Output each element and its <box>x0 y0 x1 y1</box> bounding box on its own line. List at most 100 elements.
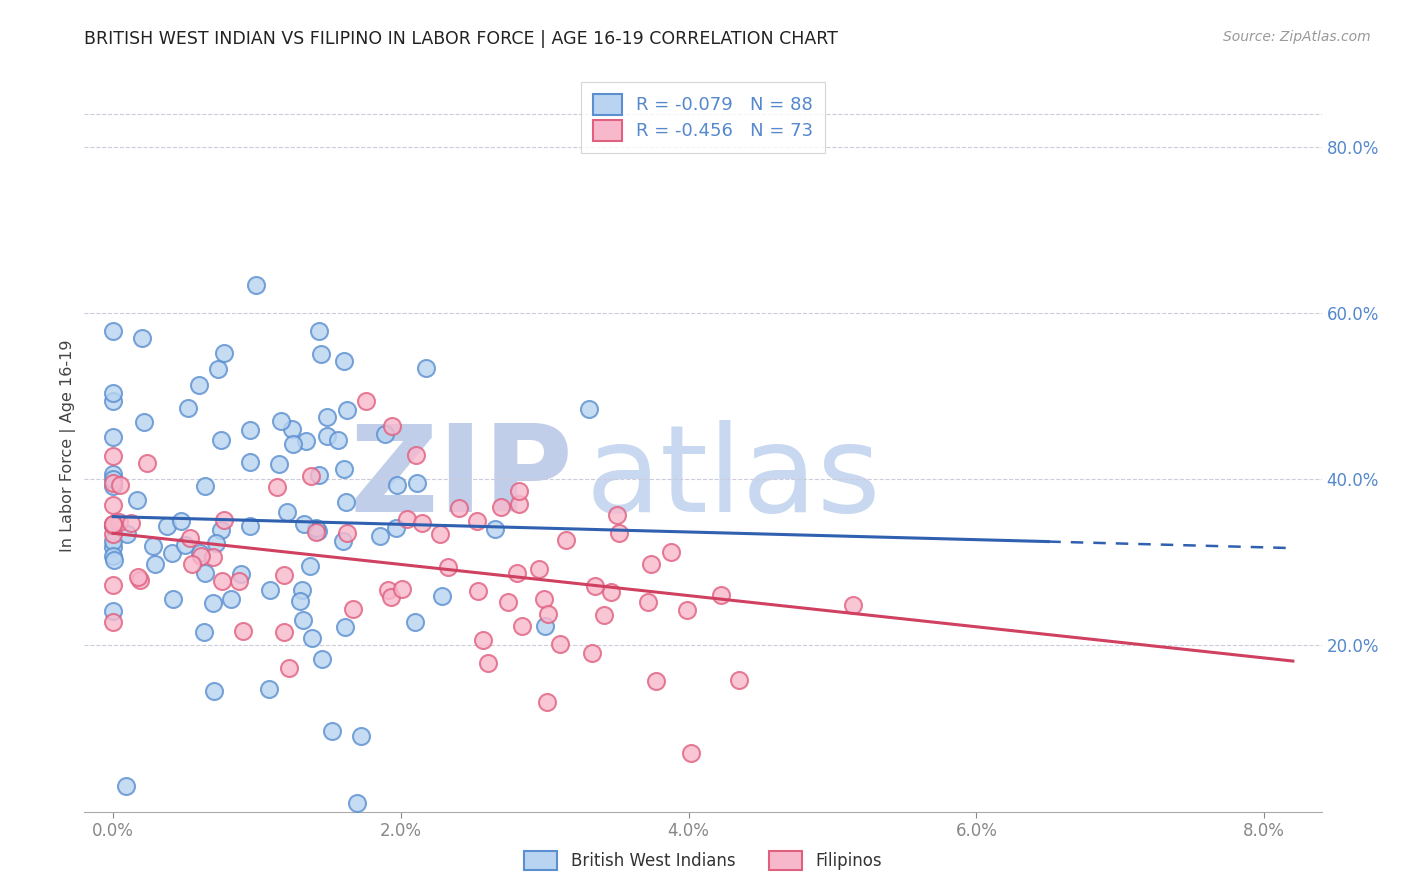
Point <box>276 505 298 519</box>
Point <box>332 533 354 548</box>
Point <box>484 522 506 536</box>
Text: atlas: atlas <box>585 420 882 537</box>
Point <box>529 561 551 575</box>
Point <box>207 362 229 376</box>
Point <box>554 533 576 547</box>
Point <box>101 449 124 463</box>
Point <box>288 594 311 608</box>
Point <box>316 428 339 442</box>
Point <box>212 513 235 527</box>
Point <box>101 519 124 533</box>
Point <box>842 599 865 613</box>
Point <box>606 508 628 522</box>
Point <box>239 455 262 469</box>
Point <box>406 476 429 491</box>
Point <box>607 525 630 540</box>
Point <box>315 409 337 424</box>
Text: Source: ZipAtlas.com: Source: ZipAtlas.com <box>1223 30 1371 45</box>
Point <box>228 574 250 588</box>
Point <box>508 483 530 498</box>
Point <box>496 595 519 609</box>
Point <box>239 423 262 437</box>
Point <box>447 501 470 516</box>
Point <box>640 557 662 571</box>
Point <box>257 681 280 696</box>
Point <box>281 436 304 450</box>
Point <box>101 549 124 563</box>
Point <box>188 546 211 560</box>
Point <box>583 579 606 593</box>
Point <box>214 346 236 360</box>
Point <box>239 519 262 533</box>
Point <box>179 531 201 545</box>
Point <box>101 467 124 481</box>
Point <box>599 585 621 599</box>
Point <box>308 324 330 338</box>
Point <box>581 646 603 660</box>
Point <box>506 566 529 580</box>
Point <box>101 479 124 493</box>
Point <box>201 596 224 610</box>
Point <box>103 553 125 567</box>
Point <box>593 608 616 623</box>
Point <box>471 633 494 648</box>
Point <box>245 277 267 292</box>
Point <box>385 521 408 535</box>
Point <box>291 614 314 628</box>
Point <box>108 515 131 529</box>
Point <box>676 603 699 617</box>
Point <box>437 559 460 574</box>
Point <box>405 448 427 462</box>
Point <box>101 386 124 401</box>
Point <box>194 566 217 581</box>
Point <box>202 684 225 698</box>
Point <box>209 523 232 537</box>
Point <box>333 354 356 368</box>
Point <box>350 730 373 744</box>
Point <box>187 377 209 392</box>
Point <box>377 583 399 598</box>
Point <box>277 661 299 675</box>
Point <box>162 546 184 560</box>
Point <box>101 517 124 532</box>
Point <box>270 414 292 428</box>
Point <box>273 624 295 639</box>
Point <box>309 347 332 361</box>
Point <box>537 607 560 622</box>
Point <box>333 462 356 476</box>
Text: BRITISH WEST INDIAN VS FILIPINO IN LABOR FORCE | AGE 16-19 CORRELATION CHART: BRITISH WEST INDIAN VS FILIPINO IN LABOR… <box>84 30 838 48</box>
Point <box>201 549 224 564</box>
Point <box>120 516 142 531</box>
Point <box>335 494 357 508</box>
Point <box>101 472 124 486</box>
Point <box>101 430 124 444</box>
Point <box>101 499 124 513</box>
Point <box>101 324 124 338</box>
Point <box>298 559 321 574</box>
Point <box>727 673 749 687</box>
Point <box>232 624 254 638</box>
Point <box>266 480 288 494</box>
Point <box>346 797 368 811</box>
Point <box>162 591 184 606</box>
Point <box>411 516 433 530</box>
Point <box>381 418 404 433</box>
Point <box>181 557 204 571</box>
Point <box>430 589 453 603</box>
Point <box>101 604 124 618</box>
Point <box>292 516 315 531</box>
Point <box>307 524 329 539</box>
Point <box>354 393 377 408</box>
Point <box>115 527 138 541</box>
Point <box>108 478 131 492</box>
Point <box>211 574 233 589</box>
Point <box>534 619 557 633</box>
Point <box>190 549 212 564</box>
Point <box>336 402 359 417</box>
Point <box>336 526 359 541</box>
Point <box>177 401 200 416</box>
Point <box>229 566 252 581</box>
Point <box>259 583 281 598</box>
Point <box>101 394 124 409</box>
Point <box>101 527 124 541</box>
